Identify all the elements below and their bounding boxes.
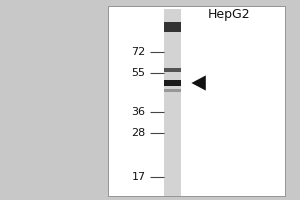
Bar bbox=[164, 68, 181, 72]
Text: 36: 36 bbox=[131, 107, 146, 117]
Polygon shape bbox=[191, 75, 206, 91]
Text: 28: 28 bbox=[131, 128, 146, 138]
Bar bbox=[164, 22, 181, 31]
Text: 72: 72 bbox=[131, 47, 146, 57]
Text: 55: 55 bbox=[131, 68, 146, 78]
Bar bbox=[164, 80, 181, 86]
Bar bbox=[164, 89, 181, 92]
Bar bbox=[108, 6, 285, 196]
Bar bbox=[164, 9, 181, 196]
Text: HepG2: HepG2 bbox=[207, 8, 250, 21]
Text: 17: 17 bbox=[131, 172, 146, 182]
